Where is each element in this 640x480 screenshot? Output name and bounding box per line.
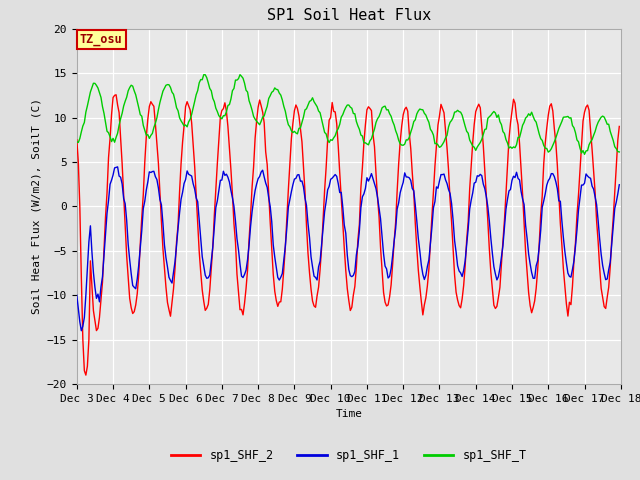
sp1_SHF_2 <box>588 146 596 152</box>
sp1_SHF_2 <box>143 133 150 139</box>
Line: sp1_SHF_2: sp1_SHF_2 <box>77 95 620 375</box>
Title: SP1 Soil Heat Flux: SP1 Soil Heat Flux <box>267 9 431 24</box>
sp1_SHF_2 <box>616 123 623 129</box>
sp1_SHF_2 <box>237 307 245 312</box>
sp1_SHF_T <box>73 139 81 144</box>
sp1_SHF_2 <box>265 191 273 196</box>
Line: sp1_SHF_T: sp1_SHF_T <box>77 75 620 155</box>
sp1_SHF_2 <box>73 137 81 143</box>
sp1_SHF_2 <box>256 97 264 103</box>
Text: TZ_osu: TZ_osu <box>80 33 123 46</box>
sp1_SHF_T <box>264 104 271 109</box>
sp1_SHF_1 <box>265 195 273 201</box>
sp1_SHF_T <box>236 72 244 78</box>
sp1_SHF_1 <box>237 273 245 279</box>
Legend: sp1_SHF_2, sp1_SHF_1, sp1_SHF_T: sp1_SHF_2, sp1_SHF_1, sp1_SHF_T <box>166 444 532 467</box>
sp1_SHF_1 <box>313 277 321 283</box>
sp1_SHF_T <box>588 137 596 143</box>
sp1_SHF_1 <box>77 328 85 334</box>
sp1_SHF_2 <box>82 372 90 378</box>
sp1_SHF_T <box>580 152 588 157</box>
sp1_SHF_T <box>254 120 262 126</box>
sp1_SHF_T <box>312 101 319 107</box>
sp1_SHF_T <box>140 122 147 128</box>
sp1_SHF_1 <box>588 183 596 189</box>
Y-axis label: Soil Heat Flux (W/m2), SoilT (C): Soil Heat Flux (W/m2), SoilT (C) <box>31 98 41 314</box>
sp1_SHF_1 <box>616 182 623 188</box>
Line: sp1_SHF_1: sp1_SHF_1 <box>77 167 620 331</box>
sp1_SHF_2 <box>112 92 120 97</box>
sp1_SHF_1 <box>114 164 122 170</box>
sp1_SHF_1 <box>73 292 81 298</box>
sp1_SHF_1 <box>143 187 150 193</box>
sp1_SHF_T <box>616 149 623 155</box>
sp1_SHF_T <box>235 76 243 82</box>
sp1_SHF_1 <box>256 174 264 180</box>
sp1_SHF_2 <box>313 293 321 299</box>
X-axis label: Time: Time <box>335 409 362 419</box>
